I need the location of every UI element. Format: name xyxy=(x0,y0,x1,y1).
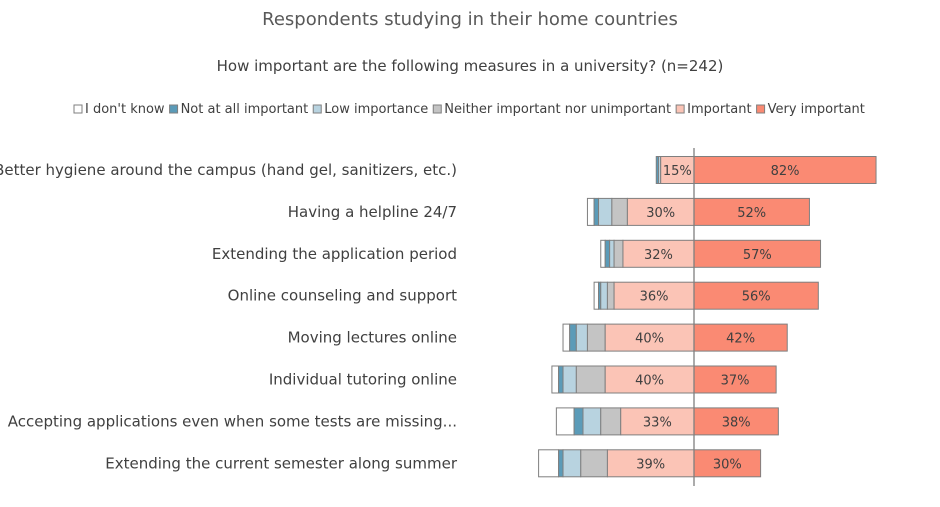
bar-segment xyxy=(604,239,611,268)
bar-segment xyxy=(586,197,595,226)
value-label: 15% xyxy=(663,164,692,179)
bar-segment xyxy=(613,239,624,268)
chart-subtitle: How important are the following measures… xyxy=(216,57,724,75)
legend-label: Not at all important xyxy=(181,102,309,117)
bar-segment xyxy=(538,449,560,478)
bar-segment xyxy=(600,239,606,268)
value-label: 56% xyxy=(742,290,771,305)
legend-swatch xyxy=(169,104,179,114)
bar-segment xyxy=(693,281,819,310)
value-label: 82% xyxy=(771,164,800,179)
value-label: 52% xyxy=(737,206,766,221)
bar-segment xyxy=(606,281,615,310)
bar-segment xyxy=(693,156,877,184)
value-label: 32% xyxy=(644,248,673,263)
category-label: Online counseling and support xyxy=(228,287,457,305)
bar-segment xyxy=(558,365,564,394)
bar-segment xyxy=(598,197,613,226)
legend-swatch xyxy=(756,104,766,114)
value-label: 40% xyxy=(635,332,664,347)
bar-segment xyxy=(558,449,564,478)
legend-label: Low importance xyxy=(324,102,428,117)
chart-title: Respondents studying in their home count… xyxy=(262,9,678,30)
bar-segment xyxy=(600,407,622,436)
bar-segment xyxy=(693,365,777,394)
bar-segment xyxy=(573,407,584,436)
bar-segment xyxy=(693,407,779,436)
category-label: Having a helpline 24/7 xyxy=(288,203,457,221)
value-label: 40% xyxy=(635,374,664,389)
bar-segment xyxy=(582,407,602,436)
bar-segment xyxy=(626,197,695,226)
bar-segment xyxy=(609,239,615,268)
legend-label: Important xyxy=(687,102,751,117)
bar-segment xyxy=(620,407,695,436)
value-label: 30% xyxy=(646,206,675,221)
legend-label: Very important xyxy=(768,102,865,117)
bar-segment xyxy=(586,323,606,352)
category-label: Individual tutoring online xyxy=(269,371,457,389)
bar-segment xyxy=(555,407,575,436)
bar-segment xyxy=(593,281,600,310)
bar-segment xyxy=(604,323,695,352)
bar-segment xyxy=(551,365,560,394)
legend-label: I don't know xyxy=(85,102,165,117)
bar-segment xyxy=(604,365,695,394)
bar-segment xyxy=(562,323,571,352)
bar-segment xyxy=(600,281,608,310)
legend-swatch xyxy=(73,104,83,114)
category-label: Extending the application period xyxy=(212,245,457,263)
value-label: 39% xyxy=(636,457,665,472)
category-label: Extending the current semester along sum… xyxy=(105,454,458,472)
bar-segment xyxy=(593,197,600,226)
legend-label: Neither important nor unimportant xyxy=(444,102,671,117)
bar-segment xyxy=(569,323,577,352)
bar-segment xyxy=(693,449,762,478)
legend-swatch xyxy=(675,104,685,114)
value-label: 37% xyxy=(721,374,750,389)
bar-segment xyxy=(575,365,606,394)
bar-segment xyxy=(611,197,628,226)
bar-segment xyxy=(693,239,822,268)
bar-segment xyxy=(562,449,582,478)
value-label: 30% xyxy=(713,457,742,472)
value-label: 57% xyxy=(743,248,772,263)
legend-swatch xyxy=(312,104,322,114)
category-label: Better hygiene around the campus (hand g… xyxy=(0,161,457,179)
value-label: 38% xyxy=(722,415,751,430)
legend-swatch xyxy=(432,104,442,114)
category-label: Accepting applications even when some te… xyxy=(8,412,457,430)
bar-segment xyxy=(575,323,588,352)
bar-segment xyxy=(580,449,608,478)
bar-segment xyxy=(562,365,577,394)
category-label: Moving lectures online xyxy=(288,329,457,347)
value-label: 42% xyxy=(726,332,755,347)
value-label: 36% xyxy=(640,290,669,305)
bar-segment xyxy=(622,239,695,268)
value-label: 33% xyxy=(643,415,672,430)
